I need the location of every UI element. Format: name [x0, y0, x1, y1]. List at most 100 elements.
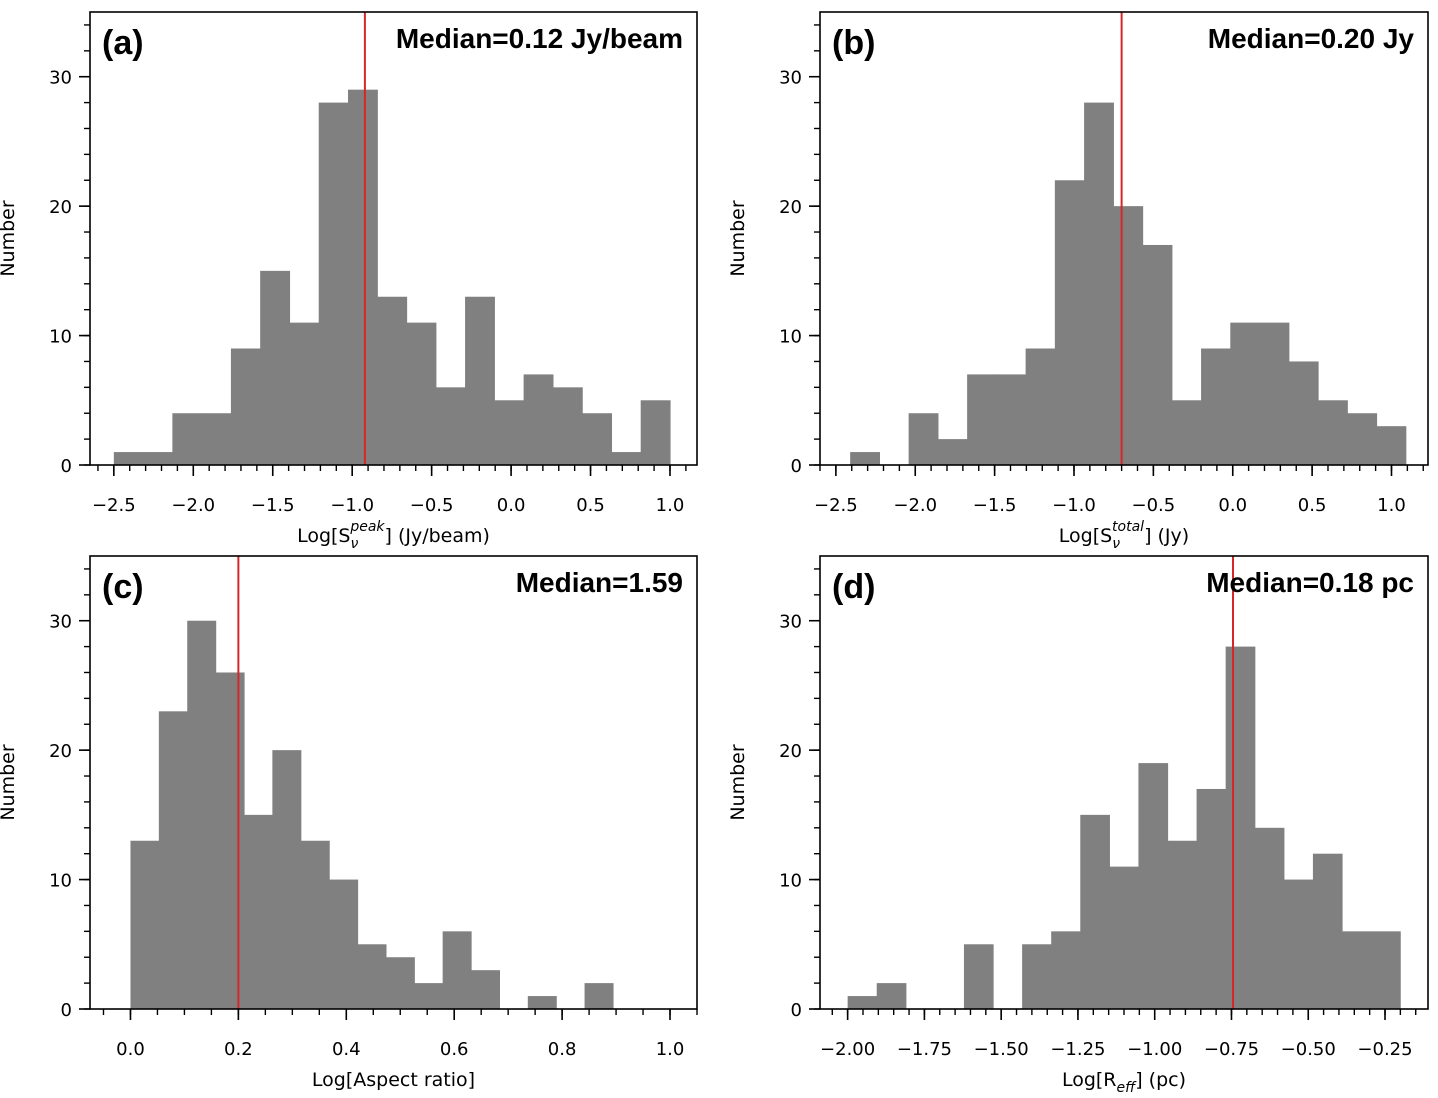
histogram-bar	[442, 931, 472, 1009]
histogram-bar	[1341, 931, 1372, 1009]
y-tick-label: 10	[49, 327, 72, 348]
histogram-bar	[967, 374, 997, 465]
x-axis-label-part: Log[S	[1059, 525, 1112, 547]
histogram-bar	[1201, 348, 1231, 465]
y-tick-label: 30	[779, 68, 802, 89]
histogram-bar	[1025, 348, 1056, 465]
x-axis-label-part: peak	[349, 519, 385, 535]
x-axis-label-part: ν	[1112, 536, 1120, 552]
histogram-bar	[1022, 944, 1052, 1009]
x-tick-label: 0.8	[548, 1039, 577, 1060]
histogram-bar	[996, 374, 1027, 465]
x-axis-label-part: ] (pc)	[1135, 1069, 1186, 1091]
panel-d: −2.00 −1.75 −1.50 −1.25 −1.00 −0.75 −0.50 −0.25…	[727, 555, 1429, 1096]
axes-frame	[819, 11, 1429, 466]
histogram-bar	[1109, 866, 1140, 1009]
y-axis-label: Number	[727, 744, 749, 821]
y-tick-label: 10	[49, 871, 72, 892]
x-tick-label: −2.0	[893, 495, 937, 516]
histogram-bar	[158, 711, 188, 1009]
histogram-bar	[471, 970, 501, 1009]
histogram-bar	[640, 400, 671, 465]
histogram-bar	[435, 387, 466, 465]
x-tick-label: 0.0	[497, 495, 526, 516]
histogram-bar	[1142, 244, 1173, 465]
histogram-bar	[1376, 426, 1407, 465]
x-tick-label: −2.5	[92, 495, 136, 516]
histogram-bar	[584, 983, 614, 1009]
histogram-bar	[215, 672, 245, 1009]
x-tick-label: −0.50	[1281, 1039, 1336, 1060]
panel-label: (d)	[832, 568, 875, 606]
histogram-bar	[1171, 400, 1202, 465]
x-tick-label: 1.0	[656, 495, 685, 516]
histogram-bar	[963, 944, 994, 1009]
histogram-bar	[937, 439, 968, 465]
y-tick-label: 20	[779, 741, 802, 762]
x-axis-label-part: Log[S	[297, 525, 350, 547]
median-annotation: Median=0.20 Jy	[1208, 23, 1415, 54]
histogram-bar	[1113, 206, 1144, 465]
histogram-bar	[347, 89, 378, 465]
x-tick-label: −1.0	[1052, 495, 1096, 516]
x-tick-label: −2.00	[820, 1039, 875, 1060]
y-tick-label: 30	[49, 612, 72, 633]
x-tick-label: 0.0	[116, 1039, 145, 1060]
histogram-bar	[201, 413, 232, 465]
histogram-bar	[1196, 788, 1227, 1009]
histogram-bar	[414, 983, 444, 1009]
x-tick-label: 0.0	[1218, 495, 1247, 516]
histogram-bar	[406, 322, 437, 465]
median-annotation: Median=1.59	[516, 567, 683, 598]
x-axis-label-part: total	[1112, 519, 1144, 535]
x-tick-label: −1.25	[1050, 1039, 1105, 1060]
histogram-bar	[465, 296, 495, 465]
y-tick-label: 0	[61, 1000, 72, 1021]
x-tick-label: −1.75	[897, 1039, 952, 1060]
histogram-bar	[377, 296, 408, 465]
x-tick-label: −1.5	[251, 495, 295, 516]
x-axis-label: Log[Sνpeak] (Jy/beam)	[297, 519, 490, 552]
histogram-bar	[847, 996, 878, 1009]
axes-frame	[89, 11, 698, 466]
x-tick-label: 0.6	[440, 1039, 469, 1060]
histogram-bar	[1318, 400, 1348, 465]
x-tick-label: −0.5	[410, 495, 454, 516]
y-axis-label: Number	[0, 200, 19, 277]
x-axis-label: Log[Reff] (pc)	[1062, 1069, 1186, 1096]
histogram-bar	[357, 944, 387, 1009]
x-axis-label-part: Log[R	[1062, 1069, 1117, 1091]
y-tick-label: 0	[791, 1000, 802, 1021]
y-tick-label: 0	[791, 456, 802, 477]
x-tick-label: −2.5	[814, 495, 858, 516]
x-tick-label: −1.5	[973, 495, 1017, 516]
histogram-bar	[1347, 413, 1378, 465]
histogram-bar	[329, 879, 359, 1009]
histogram-bar	[908, 413, 939, 465]
histogram-bar	[1054, 180, 1085, 465]
histogram-bar	[1167, 840, 1198, 1009]
x-tick-label: −1.50	[974, 1039, 1029, 1060]
y-axis-label: Number	[727, 200, 749, 277]
x-tick-label: −1.0	[330, 495, 374, 516]
median-annotation: Median=0.12 Jy/beam	[396, 23, 683, 54]
histogram-bar	[527, 996, 557, 1009]
histogram-bar	[260, 270, 291, 465]
histogram-bar	[1288, 361, 1319, 465]
histogram-bar	[113, 452, 144, 465]
x-axis-label: Log[Sνtotal] (Jy)	[1059, 519, 1189, 552]
histogram-bar	[1312, 853, 1343, 1009]
panel-label: (a)	[102, 24, 144, 62]
histogram-bar	[1371, 931, 1401, 1009]
histogram-bar	[318, 102, 349, 465]
x-tick-label: 0.2	[224, 1039, 253, 1060]
x-tick-label: −0.75	[1204, 1039, 1259, 1060]
histogram-bar	[850, 452, 880, 465]
histogram-bar	[130, 840, 160, 1009]
y-tick-label: 10	[779, 327, 802, 348]
histogram-bar	[243, 814, 273, 1009]
histogram-bar	[1084, 102, 1114, 465]
histogram-bar	[1225, 646, 1256, 1009]
panel-c: 0.0 0.2 0.4 0.6 0.8 1.0 0 10 20 30 Number Log[Aspec…	[0, 555, 698, 1091]
